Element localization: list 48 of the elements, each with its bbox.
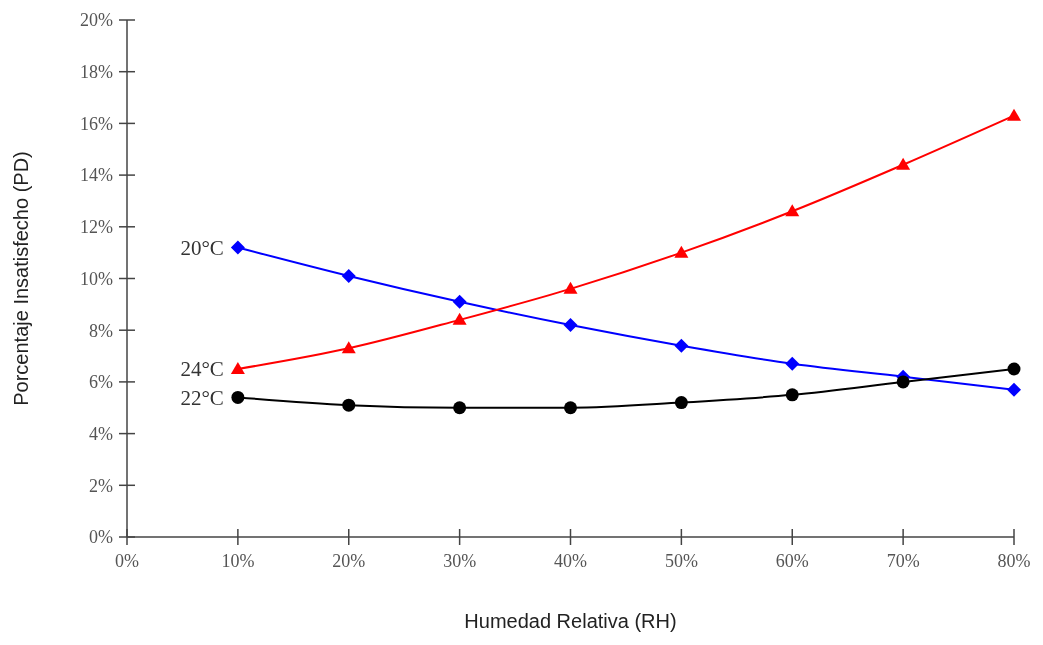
y-axis-title: Porcentaje Insatisfecho (PD) [10,151,32,406]
x-tick-label: 70% [886,551,920,571]
y-tick-label: 16% [80,113,113,134]
x-tick-label: 40% [554,551,587,571]
point [563,318,578,333]
point [896,375,910,389]
point [674,245,689,258]
point [342,398,356,412]
point [1007,362,1021,376]
point [785,356,800,371]
x-axis-title: Humedad Relativa (RH) [464,610,677,632]
y-tick-label: 18% [80,62,113,82]
y-tick-label: 10% [80,268,113,289]
series-label: 24°C [180,357,224,382]
y-tick-label: 0% [89,527,113,548]
y-tick-label: 4% [89,423,113,444]
y-tick-label: 12% [80,217,113,238]
y-tick-label: 14% [80,165,113,186]
point [452,312,467,325]
x-tick-label: 10% [221,551,255,571]
x-tick-label: 80% [997,551,1031,571]
point [453,401,467,415]
point [231,390,245,404]
point [452,294,467,309]
x-tick-label: 20% [332,551,366,571]
point [230,361,245,374]
point [785,204,800,217]
y-tick-label: 6% [89,372,113,393]
y-tick-label: 20% [80,10,113,31]
point [896,157,911,170]
point [1007,108,1021,121]
point [674,338,689,353]
point [785,388,799,402]
point [341,341,356,354]
x-tick-label: 50% [664,551,698,571]
x-tick-label: 60% [775,551,809,571]
x-tick-label: 0% [115,551,139,571]
x-tick-label: 30% [443,551,477,571]
y-tick-label: 8% [89,320,113,341]
series-label: 20°C [180,235,224,260]
point [230,240,245,255]
point [563,281,578,294]
y-tick-label: 2% [89,475,113,496]
point [674,396,688,410]
point [564,401,577,415]
series-label: 22°C [180,385,224,410]
point [341,268,356,283]
point [1007,382,1021,397]
